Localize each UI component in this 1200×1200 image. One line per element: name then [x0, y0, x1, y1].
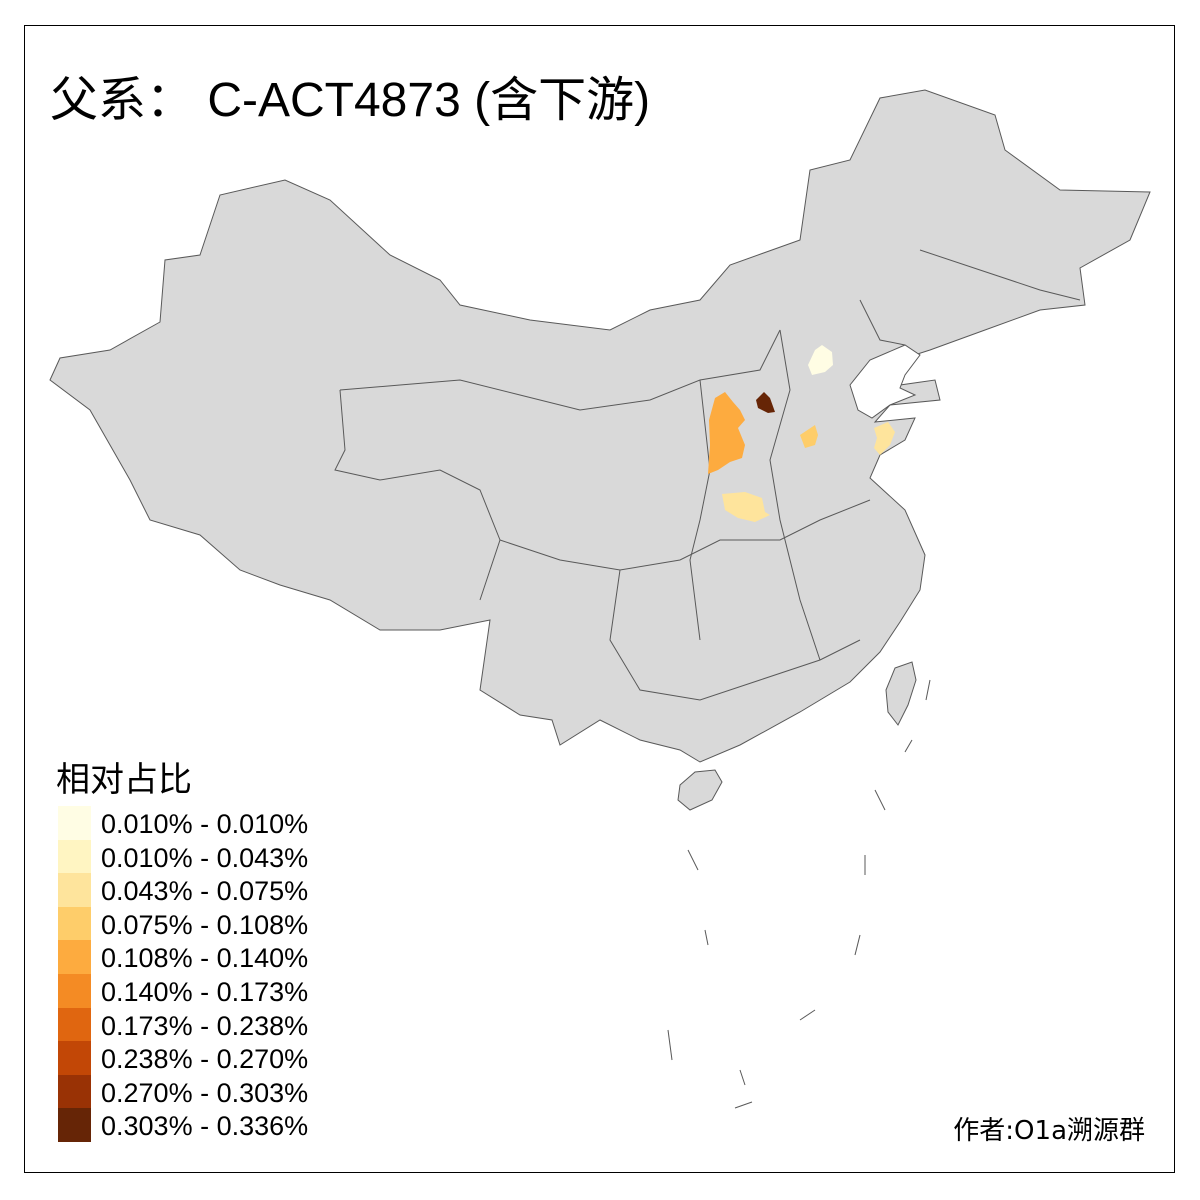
legend-item: 0.140% - 0.173% — [58, 974, 358, 1008]
legend-swatch — [58, 906, 91, 941]
legend-swatch — [58, 806, 91, 840]
legend-item: 0.075% - 0.108% — [58, 906, 358, 941]
legend-swatch — [58, 873, 91, 907]
legend-item: 0.010% - 0.010% — [58, 806, 358, 840]
legend-swatch — [58, 1041, 91, 1075]
mainland-region — [49, 89, 1151, 763]
legend-label: 0.010% - 0.043% — [101, 842, 309, 873]
region-class-4 — [800, 425, 818, 448]
legend-label: 0.043% - 0.075% — [101, 876, 309, 907]
legend-swatch — [58, 1074, 91, 1109]
legend-item: 0.303% - 0.336% — [58, 1108, 358, 1142]
legend-label: 0.075% - 0.108% — [101, 909, 309, 940]
legend-item: 0.238% - 0.270% — [58, 1041, 358, 1075]
legend-item: 0.270% - 0.303% — [58, 1074, 358, 1109]
legend-item: 0.010% - 0.043% — [58, 839, 358, 874]
legend-label: 0.140% - 0.173% — [101, 977, 309, 1007]
highlighted-regions — [708, 345, 895, 522]
province-borders — [334, 249, 1081, 701]
legend-item: 0.108% - 0.140% — [58, 940, 358, 974]
legend-swatch — [58, 940, 91, 974]
legend-swatch — [58, 1007, 91, 1042]
legend-label: 0.108% - 0.140% — [101, 943, 309, 974]
author-credit: 作者:O1a溯源群 — [953, 1116, 1145, 1146]
legend-label: 0.010% - 0.010% — [101, 809, 309, 839]
legend-title: 相对占比 — [56, 760, 192, 800]
legend-label: 0.270% - 0.303% — [101, 1077, 309, 1108]
legend-swatch — [58, 974, 91, 1008]
region-class-10 — [756, 392, 775, 413]
legend-label: 0.303% - 0.336% — [101, 1111, 309, 1142]
region-class-3 — [874, 422, 895, 455]
legend-swatch — [58, 839, 91, 874]
legend-label: 0.238% - 0.270% — [101, 1044, 309, 1075]
taiwan-island — [885, 661, 917, 726]
hainan-island — [677, 769, 723, 811]
region-class-5 — [708, 392, 745, 474]
region-class-3b — [722, 492, 770, 522]
bohai-sea — [849, 344, 921, 419]
south-sea-islands — [667, 679, 931, 1109]
legend-swatch — [58, 1108, 91, 1142]
legend-item: 0.173% - 0.238% — [58, 1007, 358, 1042]
map-title: 父系： C-ACT4873 (含下游) — [50, 74, 651, 127]
region-class-1 — [808, 345, 833, 375]
legend-label: 0.173% - 0.238% — [101, 1010, 309, 1041]
legend-item: 0.043% - 0.075% — [58, 873, 358, 907]
map-frame — [24, 25, 1175, 1173]
